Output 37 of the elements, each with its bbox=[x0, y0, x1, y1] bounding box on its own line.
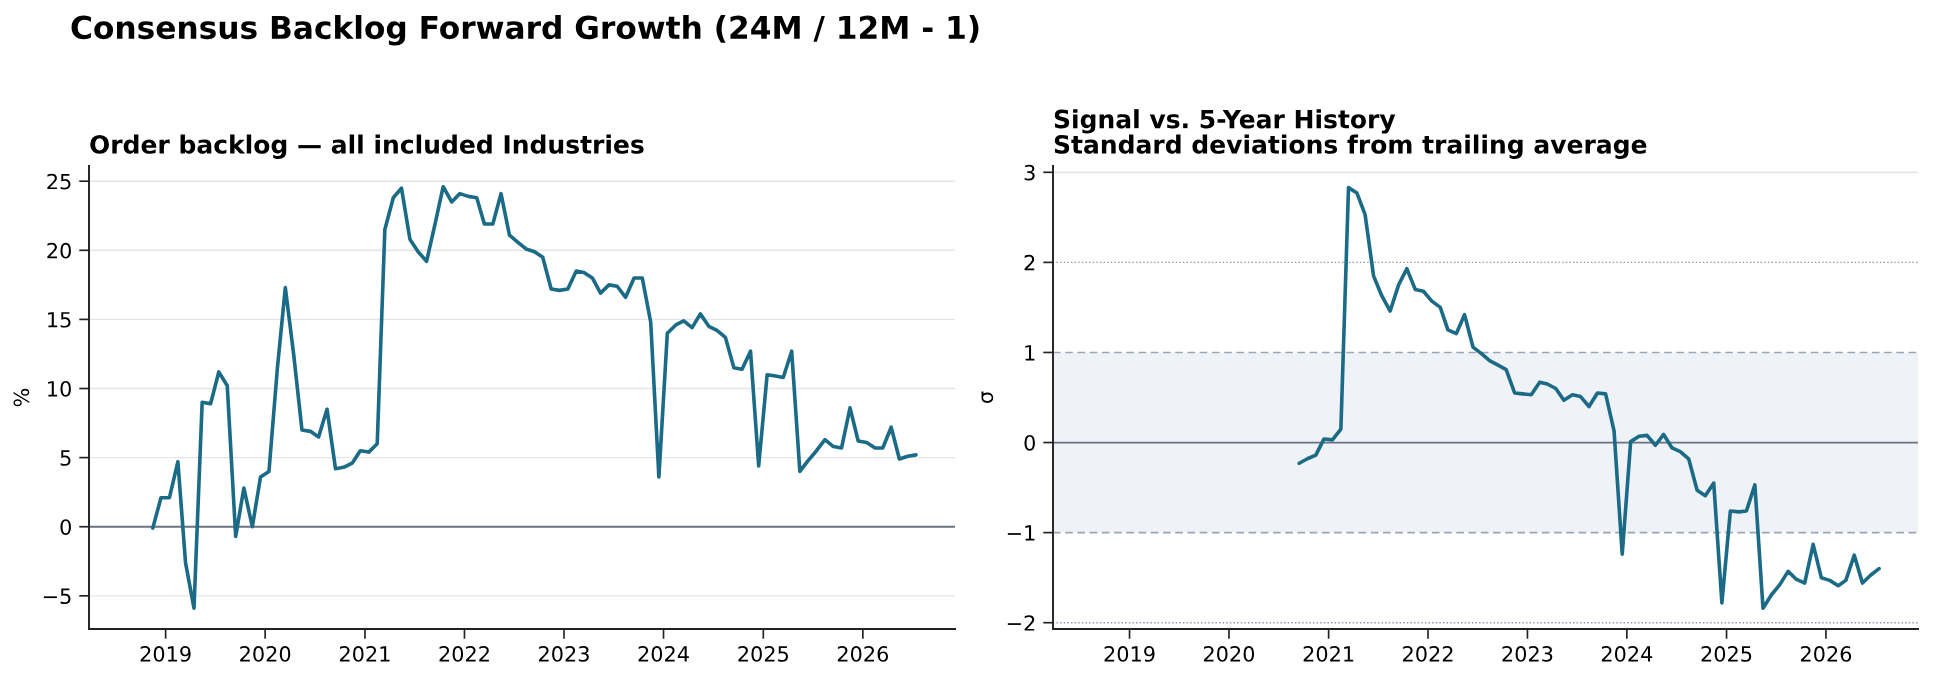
y-tick-label: 15 bbox=[48, 312, 71, 328]
y-tick-label: 0 bbox=[1024, 434, 1035, 451]
y-axis-title: % bbox=[13, 388, 30, 407]
chart-subtitle: Order backlog — all included Industries bbox=[90, 134, 644, 159]
chart-subtitle: Standard deviations from trailing average bbox=[1054, 134, 1647, 159]
x-tick-label: 2022 bbox=[1403, 646, 1453, 662]
y-tick-label: 1 bbox=[1025, 345, 1035, 361]
y-tick-label: 3 bbox=[1024, 164, 1035, 181]
x-tick-label: 2023 bbox=[539, 646, 589, 662]
x-tick-label: 2020 bbox=[240, 646, 291, 662]
y-axis-title: σ bbox=[981, 391, 994, 403]
y-tick-label: 10 bbox=[48, 380, 71, 397]
x-tick-label: 2021 bbox=[339, 646, 390, 662]
y-tick-label: −2 bbox=[1007, 615, 1035, 631]
chart-title: Consensus Backlog Forward Growth (24M / 12M - 1) bbox=[71, 15, 979, 46]
x-tick-label: 2025 bbox=[738, 646, 788, 662]
x-tick-label: 2019 bbox=[140, 646, 191, 662]
x-tick-label: 2019 bbox=[1104, 646, 1155, 662]
line-series bbox=[1297, 185, 1881, 611]
y-tick-label: 5 bbox=[60, 450, 71, 466]
y-tick-label: −5 bbox=[43, 588, 71, 605]
x-tick-label: 2020 bbox=[1203, 646, 1255, 662]
x-tick-label: 2023 bbox=[1502, 646, 1553, 662]
chart-title: Signal vs. 5-Year History bbox=[1054, 109, 1396, 134]
x-tick-label: 2021 bbox=[1303, 646, 1354, 662]
y-tick-label: 0 bbox=[60, 519, 71, 535]
x-tick-label: 2024 bbox=[638, 646, 689, 662]
x-tick-label: 2024 bbox=[1601, 646, 1653, 662]
y-tick-label: −1 bbox=[1007, 525, 1035, 541]
x-tick-label: 2022 bbox=[439, 646, 489, 662]
y-tick-label: 20 bbox=[47, 242, 71, 259]
x-tick-label: 2026 bbox=[837, 646, 889, 662]
x-tick-label: 2026 bbox=[1800, 646, 1852, 662]
x-tick-label: 2025 bbox=[1701, 646, 1752, 662]
y-tick-label: 25 bbox=[47, 173, 71, 190]
y-tick-label: 2 bbox=[1024, 254, 1035, 271]
line-series bbox=[150, 184, 918, 611]
